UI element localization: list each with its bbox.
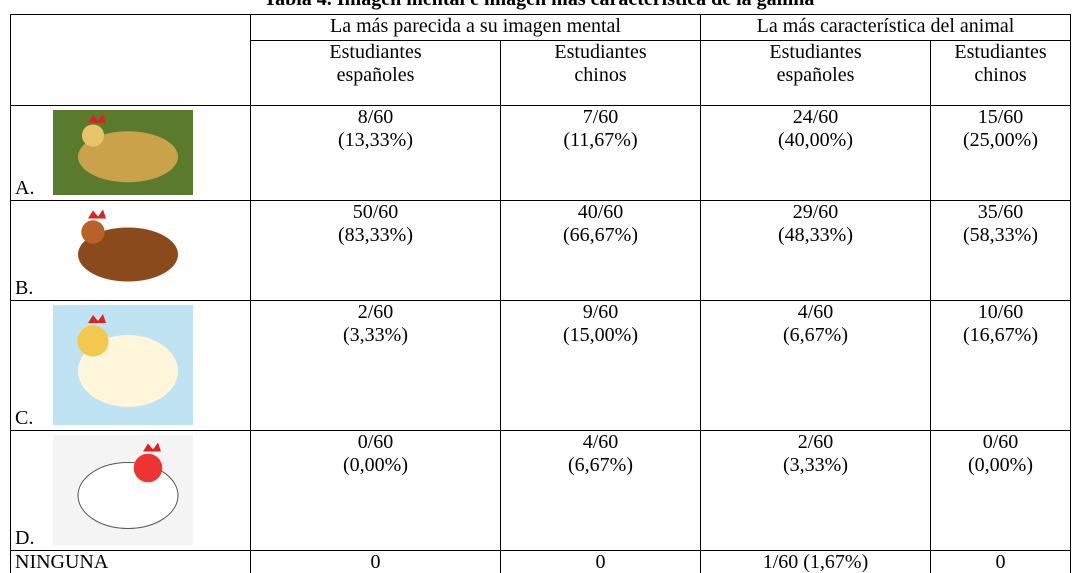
fraction: 9/60 bbox=[501, 301, 700, 324]
hen-image bbox=[53, 435, 193, 545]
value-cell: 10/60(16,67%) bbox=[931, 301, 1071, 431]
value-cell: 24/60(40,00%) bbox=[701, 106, 931, 201]
value-cell: 35/60(58,33%) bbox=[931, 201, 1071, 301]
data-row: C. 2/60(3,33%)9/60(15,00%)4/60(6,67%)10/6… bbox=[11, 301, 1071, 431]
table-title: Tabla 4. Imagen mental e imagen más cara… bbox=[0, 0, 1078, 11]
fraction: 35/60 bbox=[931, 201, 1070, 224]
data-row: D.0/60(0,00%)4/60(6,67%)2/60(3,33%)0/60(… bbox=[11, 431, 1071, 551]
hen-image bbox=[53, 305, 193, 425]
value-cell: 0 bbox=[501, 551, 701, 573]
value-cell: 7/60(11,67%) bbox=[501, 106, 701, 201]
percent: (48,33%) bbox=[701, 224, 930, 247]
hen-image bbox=[53, 205, 193, 295]
percent: (16,67%) bbox=[931, 324, 1070, 347]
value-cell: 29/60(48,33%) bbox=[701, 201, 931, 301]
subheader-line: Estudiantes bbox=[931, 41, 1070, 64]
fraction: 0/60 bbox=[931, 431, 1070, 454]
value-cell: 0/60(0,00%) bbox=[251, 431, 501, 551]
row-label: A. bbox=[15, 177, 34, 200]
subheader-line: Estudiantes bbox=[701, 41, 930, 64]
value-cell: 1/60 (1,67%) bbox=[701, 551, 931, 573]
row-label: NINGUNA bbox=[11, 551, 251, 573]
fraction: 0/60 bbox=[251, 431, 500, 454]
subheader-line: españoles bbox=[251, 64, 500, 87]
fraction: 40/60 bbox=[501, 201, 700, 224]
percent: (15,00%) bbox=[501, 324, 700, 347]
percent: (6,67%) bbox=[701, 324, 930, 347]
row-label: D. bbox=[15, 527, 34, 550]
percent: (0,00%) bbox=[931, 454, 1070, 477]
percent: (25,00%) bbox=[931, 129, 1070, 152]
percent: (3,33%) bbox=[251, 324, 500, 347]
value-cell: 9/60(15,00%) bbox=[501, 301, 701, 431]
value-cell: 15/60(25,00%) bbox=[931, 106, 1071, 201]
fraction: 2/60 bbox=[701, 431, 930, 454]
value-cell: 2/60(3,33%) bbox=[251, 301, 501, 431]
data-row: B. 50/60(83,33%)40/60(66,67%)29/60(48,33%… bbox=[11, 201, 1071, 301]
fraction: 4/60 bbox=[501, 431, 700, 454]
fraction: 10/60 bbox=[931, 301, 1070, 324]
group-header: La más característica del animal bbox=[701, 15, 1071, 41]
percent: (83,33%) bbox=[251, 224, 500, 247]
corner-cell bbox=[11, 15, 251, 106]
percent: (6,67%) bbox=[501, 454, 700, 477]
value-cell: 2/60(3,33%) bbox=[701, 431, 931, 551]
fraction: 50/60 bbox=[251, 201, 500, 224]
percent: (3,33%) bbox=[701, 454, 930, 477]
row-label: B. bbox=[15, 277, 33, 300]
fraction: 4/60 bbox=[701, 301, 930, 324]
subheader-line: españoles bbox=[701, 64, 930, 87]
subheader-line: chinos bbox=[501, 64, 700, 87]
fraction: 15/60 bbox=[931, 106, 1070, 129]
fraction: 2/60 bbox=[251, 301, 500, 324]
value-cell: 0 bbox=[251, 551, 501, 573]
fraction: 29/60 bbox=[701, 201, 930, 224]
group-header: La más parecida a su imagen mental bbox=[251, 15, 701, 41]
subheader-line: Estudiantes bbox=[251, 41, 500, 64]
percent: (0,00%) bbox=[251, 454, 500, 477]
image-cell: B. bbox=[11, 201, 251, 301]
value-cell: 0/60(0,00%) bbox=[931, 431, 1071, 551]
value-cell: 4/60(6,67%) bbox=[701, 301, 931, 431]
value-cell: 0 bbox=[931, 551, 1071, 573]
fraction: 8/60 bbox=[251, 106, 500, 129]
page: Tabla 4. Imagen mental e imagen más cara… bbox=[0, 0, 1078, 573]
percent: (40,00%) bbox=[701, 129, 930, 152]
percent: (11,67%) bbox=[501, 129, 700, 152]
hen-image bbox=[53, 110, 193, 195]
image-cell: A. bbox=[11, 106, 251, 201]
value-cell: 40/60(66,67%) bbox=[501, 201, 701, 301]
image-cell: D. bbox=[11, 431, 251, 551]
value-cell: 4/60(6,67%) bbox=[501, 431, 701, 551]
percent: (13,33%) bbox=[251, 129, 500, 152]
subheader-line: Estudiantes bbox=[501, 41, 700, 64]
value-cell: 8/60(13,33%) bbox=[251, 106, 501, 201]
subheader-line: chinos bbox=[931, 64, 1070, 87]
percent: (58,33%) bbox=[931, 224, 1070, 247]
fraction: 7/60 bbox=[501, 106, 700, 129]
percent: (66,67%) bbox=[501, 224, 700, 247]
image-cell: C. bbox=[11, 301, 251, 431]
value-cell: 50/60(83,33%) bbox=[251, 201, 501, 301]
fraction: 24/60 bbox=[701, 106, 930, 129]
data-row: A. 8/60(13,33%)7/60(11,67%)24/60(40,00%)1… bbox=[11, 106, 1071, 201]
row-label: C. bbox=[15, 407, 33, 430]
